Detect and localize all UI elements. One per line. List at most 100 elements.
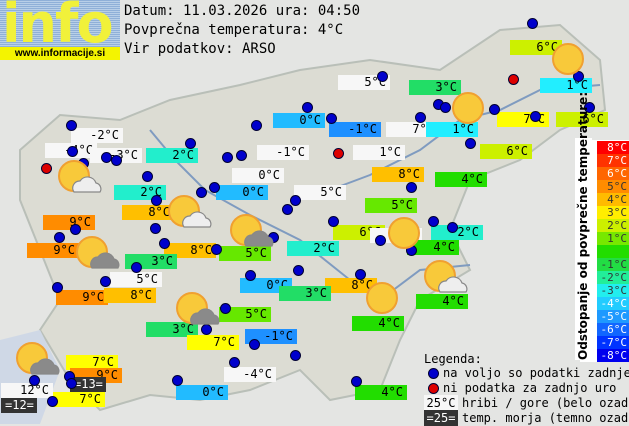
station-dot[interactable]: [159, 238, 170, 249]
station-dot[interactable]: [245, 270, 256, 281]
station-dot[interactable]: [29, 375, 40, 386]
logo[interactable]: info www.informacije.si: [0, 0, 120, 60]
station-temp-label: 2°C: [146, 148, 198, 163]
station-dot[interactable]: [282, 204, 293, 215]
station-dot-missing[interactable]: [508, 74, 519, 85]
legend-blue: na voljo so podatki zadnje ure: [428, 365, 629, 381]
legend-hill: 25°C hribi / gore (belo ozadje): [424, 395, 629, 411]
station-dot[interactable]: [530, 111, 541, 122]
scale-row: -3°C: [597, 284, 629, 297]
date-line: Datum: 11.03.2026 ura: 04:50: [124, 3, 361, 19]
station-temp-label: 6°C: [480, 144, 532, 159]
scale-row: 6°C: [597, 167, 629, 180]
station-dot[interactable]: [142, 171, 153, 182]
station-temp-label: -1°C: [329, 122, 381, 137]
station-dot[interactable]: [100, 276, 111, 287]
station-dot[interactable]: [251, 120, 262, 131]
station-dot[interactable]: [440, 102, 451, 113]
legend-red: ni podatka za zadnjo uro: [428, 380, 616, 396]
station-dot[interactable]: [131, 262, 142, 273]
station-dot[interactable]: [351, 376, 362, 387]
scale-title: Odstopanje od povprečne temperature:: [575, 91, 592, 360]
legend-title: Legenda:: [424, 352, 482, 366]
scale-row: -5°C: [597, 310, 629, 323]
station-dot[interactable]: [172, 375, 183, 386]
station-dot[interactable]: [249, 339, 260, 350]
legend-blue-text: na voljo so podatki zadnje ure: [443, 366, 629, 380]
scale-row: 1°C: [597, 232, 629, 245]
station-dot[interactable]: [527, 18, 538, 29]
river: [149, 129, 471, 302]
station-dot[interactable]: [573, 71, 584, 82]
station-dot[interactable]: [229, 357, 240, 368]
station-dot[interactable]: [67, 146, 78, 157]
station-temp-label: 5°C: [219, 246, 271, 261]
scale-row: -7°C: [597, 336, 629, 349]
scale-row: -2°C: [597, 271, 629, 284]
partly-cloudy-icon: [76, 236, 120, 269]
station-temp-label: -2°C: [71, 128, 123, 143]
station-temp-label: 9°C: [43, 215, 95, 230]
station-dot[interactable]: [406, 182, 417, 193]
station-dot[interactable]: [428, 216, 439, 227]
station-temp-label: 4°C: [352, 316, 404, 331]
station-dot[interactable]: [211, 244, 222, 255]
station-dot[interactable]: [302, 102, 313, 113]
station-dot[interactable]: [377, 71, 388, 82]
station-dot[interactable]: [220, 303, 231, 314]
station-dot[interactable]: [326, 113, 337, 124]
legend-red-text: ni podatka za zadnjo uro: [443, 381, 617, 395]
hill-sample: 25°C: [424, 395, 458, 411]
station-dot[interactable]: [293, 265, 304, 276]
red-dot-icon: [428, 383, 439, 394]
scale-row: -8°C: [597, 349, 629, 362]
station-dot[interactable]: [151, 195, 162, 206]
station-temp-label: 3°C: [146, 322, 198, 337]
station-dot[interactable]: [222, 152, 233, 163]
scale-row: 7°C: [597, 154, 629, 167]
station-dot[interactable]: [47, 396, 58, 407]
station-temp-label: 4°C: [416, 294, 468, 309]
station-temp-label: 5°C: [294, 185, 346, 200]
station-dot[interactable]: [185, 138, 196, 149]
station-temp-label: 6°C: [510, 40, 562, 55]
station-temp-label: 2°C: [287, 241, 339, 256]
logo-url[interactable]: www.informacije.si: [0, 47, 120, 60]
station-dot[interactable]: [209, 182, 220, 193]
station-dot[interactable]: [465, 138, 476, 149]
station-dot[interactable]: [290, 195, 301, 206]
station-temp-label: 5°C: [365, 198, 417, 213]
station-dot[interactable]: [584, 102, 595, 113]
station-temp-label: 1°C: [353, 145, 405, 160]
station-dot[interactable]: [447, 222, 458, 233]
station-dot[interactable]: [290, 350, 301, 361]
station-temp-label: 5°C: [219, 307, 271, 322]
station-temp-label: 0°C: [273, 113, 325, 128]
station-dot[interactable]: [415, 112, 426, 123]
station-dot[interactable]: [375, 235, 386, 246]
partly-cloudy-icon: [176, 292, 220, 325]
station-temp-label: 4°C: [435, 172, 487, 187]
station-dot-missing[interactable]: [333, 148, 344, 159]
station-temp-label: =12=: [1, 398, 37, 413]
station-dot[interactable]: [196, 187, 207, 198]
station-temp-label: 0°C: [176, 385, 228, 400]
station-dot[interactable]: [54, 232, 65, 243]
station-temp-label: 12°C: [1, 383, 53, 398]
station-temp-label: 1°C: [426, 122, 478, 137]
station-dot[interactable]: [236, 150, 247, 161]
station-dot[interactable]: [355, 269, 366, 280]
station-dot[interactable]: [150, 223, 161, 234]
station-dot[interactable]: [111, 155, 122, 166]
scale-row: 2°C: [597, 219, 629, 232]
station-dot[interactable]: [66, 120, 77, 131]
station-dot-missing[interactable]: [41, 163, 52, 174]
station-temp-label: 7°C: [187, 335, 239, 350]
station-dot[interactable]: [328, 216, 339, 227]
station-temp-label: 9°C: [56, 290, 108, 305]
station-dot[interactable]: [489, 104, 500, 115]
station-dot[interactable]: [52, 282, 63, 293]
scale-row: 5°C: [597, 180, 629, 193]
station-dot[interactable]: [70, 224, 81, 235]
station-dot[interactable]: [66, 378, 77, 389]
